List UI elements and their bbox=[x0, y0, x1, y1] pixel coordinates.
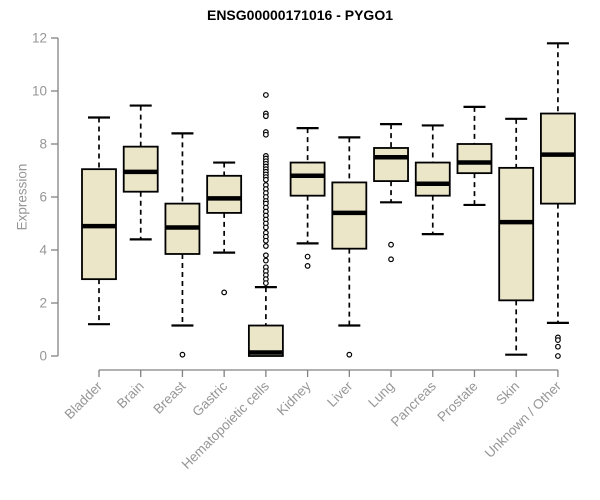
outlier-kidney bbox=[304, 263, 311, 269]
x-tick-label: Breast bbox=[150, 378, 188, 416]
y-tick-label: 2 bbox=[39, 296, 47, 311]
x-tick-label: Bladder bbox=[62, 378, 106, 422]
box-unknown-other bbox=[540, 112, 576, 205]
outlier-hematopoietic-cells bbox=[262, 257, 269, 264]
x-tick-label: Lung bbox=[365, 379, 397, 411]
y-tick-label: 12 bbox=[32, 31, 47, 46]
y-tick-label: 4 bbox=[39, 243, 47, 258]
outlier-unknown-other bbox=[555, 343, 561, 350]
y-tick-label: 10 bbox=[32, 84, 47, 99]
x-tick-label: Gastric bbox=[189, 378, 230, 419]
y-tick-label: 6 bbox=[39, 190, 47, 205]
outlier-hematopoietic-cells bbox=[262, 280, 269, 287]
box-gastric bbox=[206, 174, 243, 214]
outlier-hematopoietic-cells bbox=[262, 224, 269, 231]
y-tick-label: 8 bbox=[39, 137, 47, 152]
outlier-hematopoietic-cells bbox=[262, 243, 269, 249]
outlier-hematopoietic-cells bbox=[262, 131, 269, 138]
x-tick-label: Prostate bbox=[434, 379, 480, 425]
x-tick-label: Liver bbox=[324, 378, 356, 410]
x-tick-label: Skin bbox=[493, 379, 522, 408]
x-tick-label: Pancreas bbox=[388, 378, 439, 429]
outlier-hematopoietic-cells bbox=[262, 113, 269, 120]
outlier-hematopoietic-cells bbox=[262, 252, 269, 259]
outlier-unknown-other bbox=[555, 353, 561, 359]
box-skin bbox=[498, 166, 535, 302]
box-brain bbox=[122, 145, 159, 193]
outlier-hematopoietic-cells bbox=[262, 176, 269, 183]
outlier-unknown-other bbox=[555, 337, 561, 344]
box-prostate bbox=[456, 143, 493, 175]
x-tick-label: Kidney bbox=[274, 378, 314, 418]
box-pancreas bbox=[414, 161, 451, 197]
box-lung bbox=[373, 147, 409, 183]
outlier-lung bbox=[388, 256, 394, 263]
outlier-lung bbox=[388, 241, 394, 248]
outlier-liver bbox=[346, 351, 353, 358]
outlier-hematopoietic-cells bbox=[262, 237, 269, 244]
x-tick-label: Unknown / Other bbox=[482, 378, 565, 461]
outlier-kidney bbox=[304, 253, 311, 260]
outlier-breast bbox=[179, 351, 186, 358]
x-tick-label: Brain bbox=[114, 379, 147, 412]
y-tick-label: 0 bbox=[39, 349, 47, 364]
box-liver bbox=[331, 181, 368, 250]
outlier-gastric bbox=[221, 289, 228, 296]
box-kidney bbox=[289, 161, 326, 197]
outlier-hematopoietic-cells bbox=[262, 92, 269, 98]
chart-title: ENSG00000171016 - PYGO1 bbox=[206, 7, 393, 23]
